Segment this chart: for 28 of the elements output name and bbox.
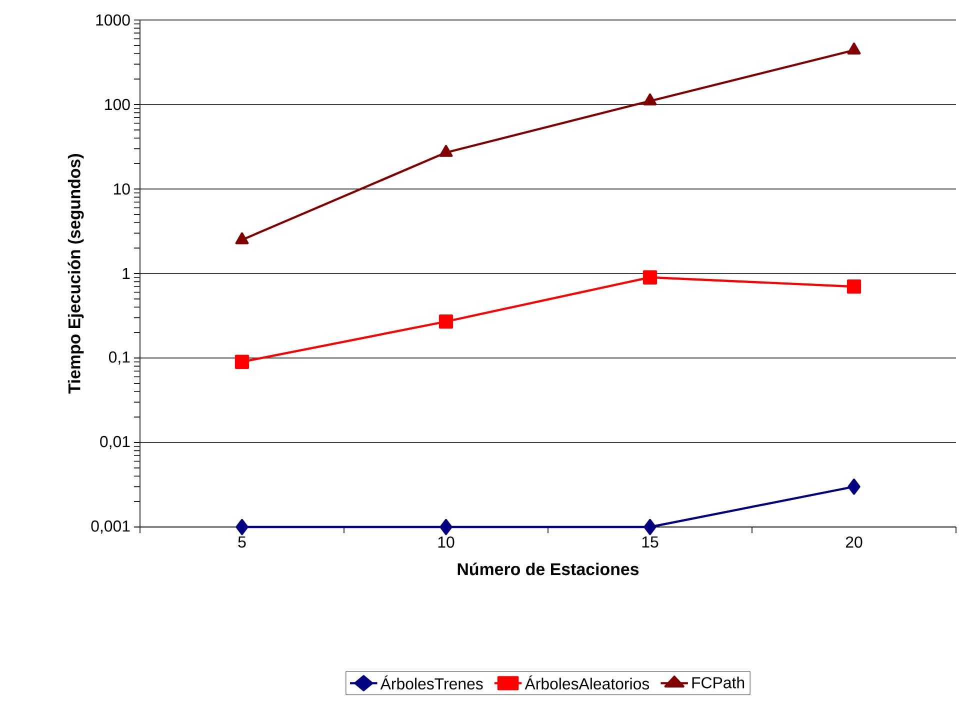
point [438,314,454,329]
y-tick-label: 1000 [96,14,130,26]
point [644,518,656,536]
point [440,518,452,536]
point [846,280,862,294]
x-tick-label: 15 [642,536,658,548]
point [234,354,250,369]
point [642,270,658,284]
point [847,42,861,54]
y-tick-label: 0,1 [108,351,130,365]
point [439,144,453,157]
y-tick-label: 0,001 [91,520,130,534]
x-axis-title: Número de Estaciones [458,562,639,576]
point [235,232,249,244]
legend-label: FCPath [692,676,744,688]
x-tick-label: 20 [846,536,862,548]
x-tick-label: 5 [238,536,246,548]
point [643,93,657,106]
y-tick-label: 100 [105,98,130,110]
point [236,518,248,536]
y-tick-label: 10 [114,183,130,195]
legend-label: ÁrbolesAleatorios [524,675,650,690]
y-tick-label: 0,01 [100,436,130,450]
x-tick-label: 10 [438,536,454,548]
legend-label: ÁrbolesTrenes [380,675,483,690]
y-tick-label: 1 [122,268,130,279]
y-axis-title: Tiempo Ejecución (segundos) [68,154,84,394]
point [848,478,860,495]
